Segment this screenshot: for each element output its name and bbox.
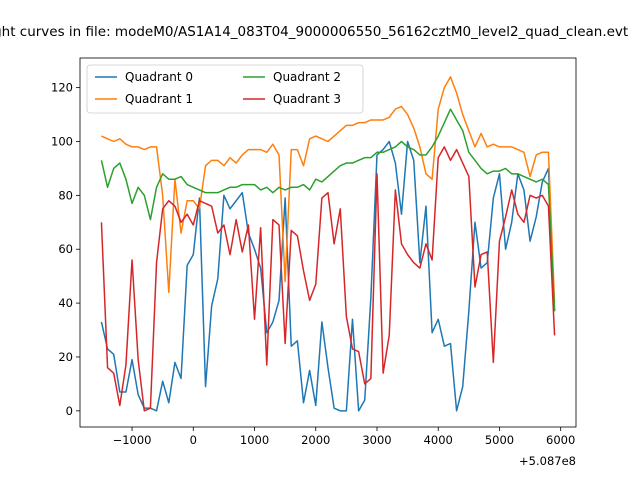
series-line-quadrant-1 [101,76,556,304]
legend-label: Quadrant 2 [273,70,341,84]
x-tick-label: 3000 [362,433,391,447]
legend-label: Quadrant 1 [125,92,193,106]
legend-box [86,64,364,114]
x-axis: −1000 0 1000 2000 3000 4000 5000 6000 [113,427,575,447]
legend: Quadrant 0 Quadrant 1 Quadrant 2 Quadrant 3 [86,64,364,114]
series-line-quadrant-3 [100,146,556,412]
x-tick-label: 0 [190,433,197,447]
x-tick-label: 4000 [424,433,453,447]
x-tick-label: 5000 [485,433,514,447]
x-axis-offset-label: +5.087e8 [519,454,576,468]
chart-title: Light curves in file: modeM0/AS1A14_083T… [0,24,628,40]
x-tick-label: −1000 [113,433,152,447]
legend-label: Quadrant 0 [125,70,193,84]
x-tick-label: 1000 [240,433,269,447]
y-tick-label: 60 [58,242,73,256]
y-tick-label: 80 [58,188,73,202]
series-layer [100,76,556,412]
y-tick-label: 120 [51,81,73,95]
y-tick-label: 0 [66,404,73,418]
y-tick-label: 40 [58,296,73,310]
x-tick-label: 6000 [546,433,575,447]
legend-label: Quadrant 3 [273,92,341,106]
series-line-quadrant-0 [100,140,556,412]
y-tick-label: 100 [51,134,73,148]
y-axis: 0 20 40 60 80 100 120 [51,81,80,418]
x-tick-label: 2000 [301,433,330,447]
y-tick-label: 20 [58,350,73,364]
series-line-quadrant-2 [100,108,556,312]
plot-frame [79,57,577,428]
